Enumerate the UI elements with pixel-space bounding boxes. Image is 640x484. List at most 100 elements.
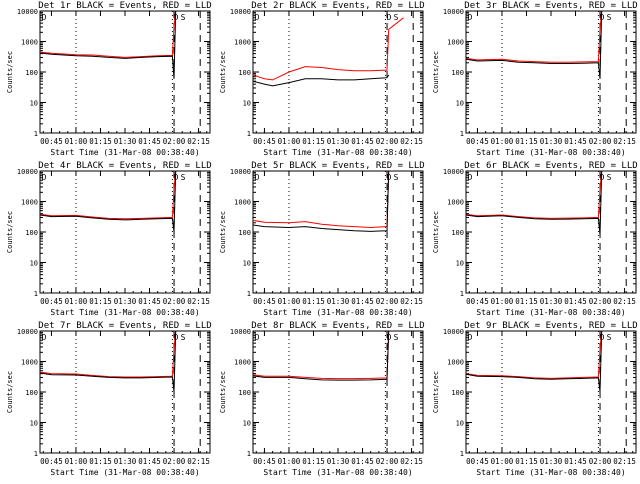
x-tick-label: 02:00	[589, 457, 612, 466]
plot-frame	[465, 330, 637, 454]
events-series-line	[252, 330, 390, 381]
lld-series-line	[252, 17, 404, 81]
x-axis-title: Start Time (31-Mar-08 00:38:40)	[50, 148, 199, 157]
y-tick-label: 100	[25, 389, 38, 397]
lld-series-line	[39, 170, 177, 220]
events-series-line	[39, 10, 177, 79]
y-tick-label: 1000	[234, 39, 251, 47]
x-tick-label: 01:45	[138, 457, 161, 466]
marker-label-s: S	[181, 333, 186, 342]
x-tick-label: 01:45	[564, 137, 587, 146]
marker-label-s: S	[394, 13, 399, 22]
x-tick-label: 00:45	[253, 297, 276, 306]
x-tick-label: 01:00	[65, 137, 88, 146]
x-tick-label: 01:45	[351, 297, 374, 306]
y-tick-label: 100	[238, 69, 251, 77]
x-tick-label: 00:45	[40, 137, 63, 146]
x-tick-label: 01:45	[564, 457, 587, 466]
x-tick-label: 01:15	[302, 297, 325, 306]
x-tick-label: 01:30	[540, 457, 563, 466]
x-tick-label: 02:00	[376, 137, 399, 146]
marker-label-s: S	[181, 173, 186, 182]
y-tick-label: 10	[243, 420, 251, 428]
y-tick-label: 10000	[443, 168, 464, 176]
plot-frame	[465, 10, 637, 134]
lld-series-line	[465, 330, 603, 379]
events-series-line	[465, 170, 603, 236]
x-axis-title: Start Time (31-Mar-08 00:38:40)	[263, 148, 412, 157]
y-tick-label: 1	[34, 130, 38, 138]
y-tick-label: 1	[460, 130, 464, 138]
y-tick-label: 1000	[234, 359, 251, 367]
x-tick-label: 00:45	[466, 137, 489, 146]
x-tick-label: 02:15	[400, 457, 423, 466]
y-axis-title: Counts/sec	[432, 211, 440, 253]
panel-title: Det 7r BLACK = Events, RED = LLD	[38, 321, 211, 331]
plot-frame	[252, 10, 424, 134]
y-tick-label: 100	[451, 389, 464, 397]
panel-title: Det 3r BLACK = Events, RED = LLD	[464, 1, 637, 11]
marker-label-d: D	[174, 333, 179, 342]
x-tick-label: 01:45	[564, 297, 587, 306]
y-tick-label: 100	[451, 229, 464, 237]
x-tick-label: 00:45	[466, 457, 489, 466]
x-axis-title: Start Time (31-Mar-08 00:38:40)	[476, 148, 625, 157]
y-tick-label: 1000	[447, 199, 464, 207]
y-axis-title: Counts/sec	[432, 51, 440, 93]
plot-frame	[39, 10, 211, 134]
x-tick-label: 01:00	[65, 297, 88, 306]
marker-label-d: D	[600, 333, 605, 342]
x-tick-label: 02:15	[187, 297, 210, 306]
y-tick-label: 10000	[443, 8, 464, 16]
x-tick-label: 01:45	[351, 457, 374, 466]
x-axis-title: Start Time (31-Mar-08 00:38:40)	[263, 308, 412, 317]
y-tick-label: 100	[238, 389, 251, 397]
x-tick-label: 02:00	[163, 137, 186, 146]
x-tick-label: 02:15	[613, 297, 636, 306]
marker-label-d: D	[255, 13, 260, 22]
y-axis-title: Counts/sec	[219, 51, 227, 93]
y-tick-label: 1000	[21, 359, 38, 367]
events-series-line	[252, 74, 390, 87]
x-tick-label: 01:45	[138, 137, 161, 146]
y-axis-title: Counts/sec	[6, 211, 14, 253]
x-tick-label: 02:00	[589, 137, 612, 146]
y-tick-label: 1	[460, 290, 464, 298]
lld-series-line	[465, 10, 603, 63]
x-tick-label: 02:00	[589, 297, 612, 306]
marker-label-d: D	[468, 173, 473, 182]
x-tick-label: 00:45	[40, 297, 63, 306]
y-tick-label: 10	[30, 420, 38, 428]
marker-label-d: D	[42, 13, 47, 22]
marker-label-d: D	[174, 13, 179, 22]
y-tick-label: 1	[460, 450, 464, 458]
x-tick-label: 01:30	[114, 297, 137, 306]
panel-title: Det 5r BLACK = Events, RED = LLD	[251, 161, 424, 171]
marker-label-d: D	[600, 13, 605, 22]
y-tick-label: 1	[34, 290, 38, 298]
y-tick-label: 10000	[17, 8, 38, 16]
y-tick-label: 100	[25, 69, 38, 77]
y-tick-label: 10	[243, 260, 251, 268]
y-tick-label: 10000	[230, 328, 251, 336]
marker-label-d: D	[255, 333, 260, 342]
x-tick-label: 02:00	[376, 457, 399, 466]
x-tick-label: 01:30	[540, 297, 563, 306]
marker-label-d: D	[174, 173, 179, 182]
x-tick-label: 01:45	[138, 297, 161, 306]
panel-title: Det 9r BLACK = Events, RED = LLD	[464, 321, 637, 331]
x-tick-label: 00:45	[466, 297, 489, 306]
marker-label-d: D	[387, 333, 392, 342]
x-tick-label: 01:45	[351, 137, 374, 146]
y-axis-title: Counts/sec	[432, 371, 440, 413]
y-tick-label: 10	[456, 260, 464, 268]
y-tick-label: 100	[25, 229, 38, 237]
x-axis-title: Start Time (31-Mar-08 00:38:40)	[50, 308, 199, 317]
x-tick-label: 00:45	[40, 457, 63, 466]
